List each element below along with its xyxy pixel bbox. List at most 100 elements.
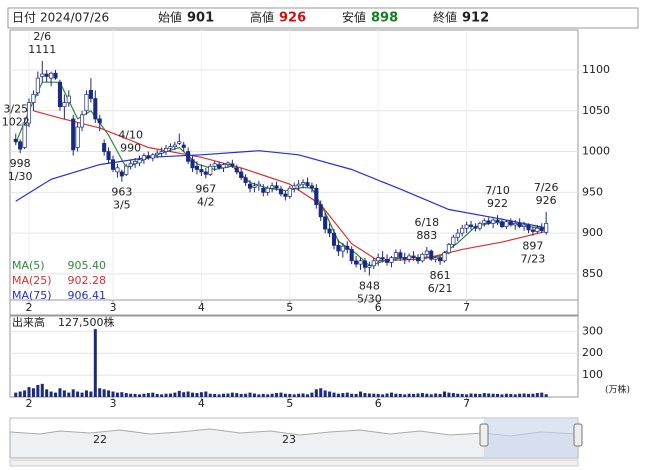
candle-body xyxy=(384,258,390,263)
annotation-date: 6/21 xyxy=(428,282,453,295)
volume-bar xyxy=(389,392,393,397)
volume-bar xyxy=(270,393,274,397)
volume-bar xyxy=(367,393,371,397)
candle-body xyxy=(194,165,200,170)
legend-name: MA(25) xyxy=(12,274,52,287)
candle-body xyxy=(261,187,266,193)
volume-bar xyxy=(412,393,416,397)
candle-body xyxy=(256,183,261,187)
candle-body xyxy=(203,171,208,175)
volume-bar xyxy=(500,394,504,397)
candle-body xyxy=(57,81,62,108)
x-tick-label: 4 xyxy=(198,397,205,410)
volume-bar xyxy=(62,390,66,397)
volume-bar xyxy=(261,393,265,397)
volume-bar xyxy=(208,393,212,397)
header-box xyxy=(7,7,639,29)
annotation-date: 1/30 xyxy=(8,170,33,183)
annotation-value: 1022 xyxy=(2,116,30,129)
volume-bar xyxy=(297,393,301,397)
volume-bar xyxy=(487,393,491,397)
volume-bar xyxy=(522,393,526,397)
scrollbar[interactable] xyxy=(9,459,579,467)
volume-bar xyxy=(372,393,376,397)
volume-bar xyxy=(407,393,411,397)
volume-bar xyxy=(385,393,389,397)
volume-bar xyxy=(429,394,433,397)
candle-body xyxy=(376,257,381,262)
candle-body xyxy=(340,245,345,252)
volume-bar xyxy=(54,392,58,397)
candle-body xyxy=(102,143,107,152)
y-tick-label: 1000 xyxy=(582,145,610,158)
annotation-date: 6/18 xyxy=(414,216,439,229)
candle-body xyxy=(265,187,270,193)
legend-value: 905.40 xyxy=(68,259,107,272)
volume-bar xyxy=(398,393,402,397)
volume-bar xyxy=(191,392,195,397)
candle-body xyxy=(274,185,279,189)
volume-bar xyxy=(23,390,27,397)
annotation-value: 861 xyxy=(430,269,451,282)
legend-name: MA(5) xyxy=(12,259,45,272)
volume-bar xyxy=(544,394,548,397)
candle-body xyxy=(62,102,67,108)
volume-bar xyxy=(146,393,150,397)
candle-body xyxy=(115,167,120,173)
candle-body xyxy=(146,155,151,159)
candle-body xyxy=(424,250,429,255)
volume-bar xyxy=(89,391,93,397)
candle-body xyxy=(53,72,58,79)
candle-body xyxy=(186,151,191,162)
volume-bar xyxy=(76,391,80,397)
annotation-value: 967 xyxy=(195,182,216,195)
volume-bar xyxy=(323,390,327,397)
candle-body xyxy=(128,163,133,167)
volume-bar xyxy=(160,394,164,397)
candle-body xyxy=(499,221,505,227)
x-tick-label: 7 xyxy=(463,301,470,314)
volume-bar xyxy=(275,393,279,397)
volume-bar xyxy=(394,393,398,397)
annotation-date: 7/23 xyxy=(521,253,546,266)
navigator-handle-right[interactable] xyxy=(573,423,583,447)
candle-body xyxy=(31,94,36,103)
volume-bar xyxy=(18,391,22,397)
candle-body xyxy=(84,94,89,112)
annotation-date: 4/10 xyxy=(118,129,143,142)
legend-name: MA(75) xyxy=(12,289,52,302)
navigator-window[interactable] xyxy=(484,418,578,458)
candle-body xyxy=(168,146,173,149)
candle-body xyxy=(177,141,182,144)
volume-bar xyxy=(451,393,455,397)
navigator-label: 23 xyxy=(282,433,296,446)
candle-body xyxy=(150,154,155,159)
candle-body xyxy=(181,144,186,148)
navigator-handle-left[interactable] xyxy=(479,423,489,447)
candle-body xyxy=(296,183,301,187)
ma-line xyxy=(15,150,547,229)
annotation-date: 4/2 xyxy=(197,195,215,208)
x-tick-label: 5 xyxy=(286,397,293,410)
volume-bar xyxy=(177,390,181,397)
candle-body xyxy=(163,147,169,152)
candle-body xyxy=(88,90,93,99)
ma-line xyxy=(33,110,547,262)
volume-bar xyxy=(332,392,336,397)
y-tick-label: 100 xyxy=(582,368,603,381)
volume-value: 127,500株 xyxy=(58,315,115,329)
candle-body xyxy=(451,236,456,245)
candle-body xyxy=(221,164,226,169)
volume-title: 出来高 xyxy=(12,315,45,329)
x-tick-label: 2 xyxy=(26,397,33,410)
volume-bar xyxy=(434,393,438,397)
volume-bar xyxy=(164,393,168,397)
candle-body xyxy=(75,126,80,148)
y-tick-label: 300 xyxy=(582,324,603,337)
candle-body xyxy=(442,252,447,262)
candle-body xyxy=(270,185,275,189)
volume-bar xyxy=(186,391,190,397)
candle-body xyxy=(252,185,257,188)
volume-bar xyxy=(482,393,486,397)
